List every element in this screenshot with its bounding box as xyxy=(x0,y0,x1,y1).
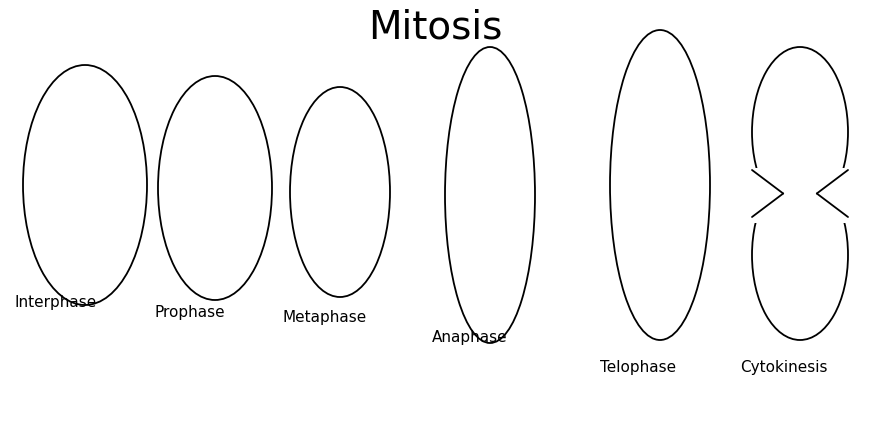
Text: Mitosis: Mitosis xyxy=(368,8,501,46)
Text: Telophase: Telophase xyxy=(600,360,675,375)
Bar xyxy=(749,168,849,223)
Text: Interphase: Interphase xyxy=(15,295,97,310)
Text: Anaphase: Anaphase xyxy=(432,330,507,345)
Text: Cytokinesis: Cytokinesis xyxy=(740,360,826,375)
Text: Prophase: Prophase xyxy=(155,305,225,320)
Text: Metaphase: Metaphase xyxy=(282,310,367,325)
